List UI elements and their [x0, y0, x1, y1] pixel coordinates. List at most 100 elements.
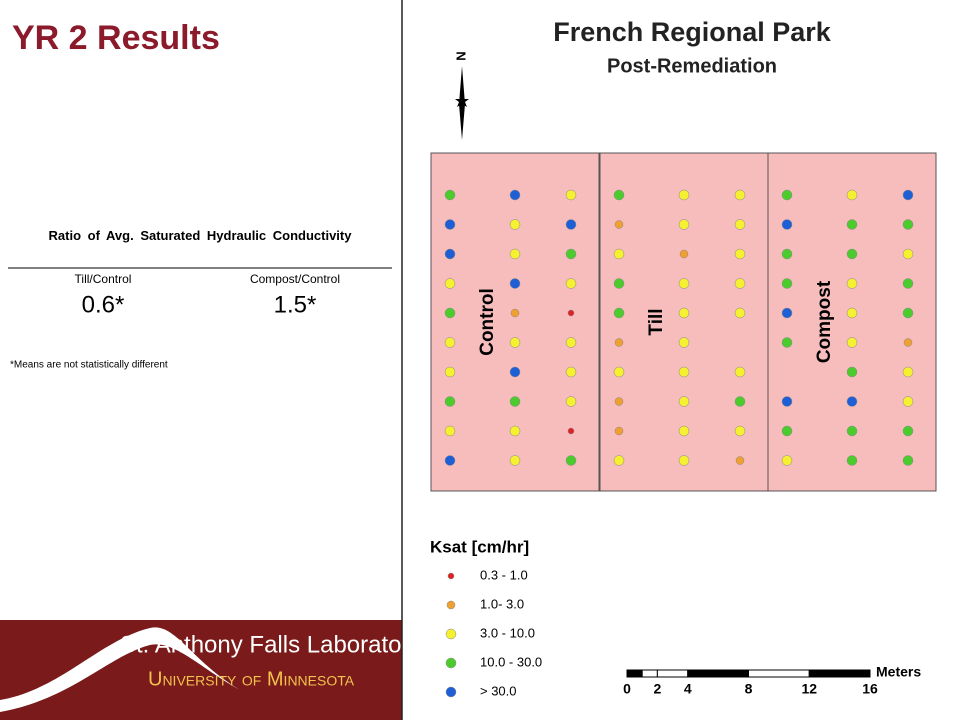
sample-point — [678, 307, 690, 319]
plot-label: Control — [477, 288, 498, 356]
scale-segment — [687, 669, 749, 678]
north-star — [455, 94, 469, 107]
plot — [430, 152, 600, 492]
scale-segment — [748, 669, 810, 678]
legend-swatch — [445, 686, 457, 698]
sample-point — [846, 337, 858, 348]
sample-point — [781, 396, 793, 407]
sample-point — [781, 189, 793, 201]
sample-point — [613, 455, 625, 466]
map-title: French Regional Park — [553, 17, 832, 47]
table-caption-box: Ratio of Avg. Saturated Hydraulic Conduc… — [48, 228, 352, 243]
scale-segment — [641, 669, 658, 678]
sample-point — [444, 455, 456, 466]
table-caption: Ratio of Avg. Saturated Hydraulic Conduc… — [48, 228, 352, 243]
sample-point — [444, 337, 456, 348]
sample-point — [509, 366, 521, 378]
plot — [599, 152, 769, 492]
scale-tick-label: 0 — [623, 681, 631, 697]
scale-tick-label: 8 — [745, 681, 753, 697]
sample-point — [902, 396, 914, 407]
sample-point — [567, 427, 575, 435]
scale-tick-label: 16 — [862, 681, 878, 697]
sample-point — [846, 189, 858, 201]
plot — [767, 152, 937, 492]
north-label: N — [453, 51, 468, 60]
slide-title: YR 2 Results — [12, 19, 220, 57]
sample-point — [846, 248, 858, 260]
sample-point — [613, 278, 625, 289]
sample-point — [565, 366, 577, 378]
table-header: Compost/Control — [250, 272, 340, 286]
sample-point — [565, 337, 577, 348]
sample-point — [734, 248, 746, 260]
table-value: 1.5* — [274, 291, 317, 318]
sample-point — [902, 455, 914, 466]
sample-point — [902, 307, 914, 319]
scale-segment — [808, 669, 871, 678]
table-footnote: *Means are not statistically different — [10, 360, 168, 371]
plot-label: Till — [646, 308, 667, 335]
sample-point — [734, 396, 746, 407]
sample-point — [902, 366, 914, 378]
map-subtitle: Post-Remediation — [607, 55, 777, 77]
logo-line1: St. Anthony Falls Laboratory — [120, 631, 422, 658]
scale-tick-label: 2 — [653, 681, 661, 697]
sample-point — [678, 337, 690, 348]
map-layer: Control Till Compost Ksat [cm/hr] 0.3 - 1.0 1… — [430, 152, 937, 698]
legend-swatch — [447, 572, 455, 580]
sample-point — [565, 189, 577, 201]
sample-point — [565, 248, 577, 260]
sample-point — [678, 189, 690, 201]
sample-point — [444, 219, 456, 230]
scale-unit: Meters — [876, 664, 921, 680]
sample-point — [565, 396, 577, 407]
sample-point — [902, 248, 914, 260]
sample-point — [781, 337, 793, 348]
sample-point — [613, 189, 625, 201]
sample-point — [509, 425, 521, 437]
scale-segment — [656, 669, 689, 678]
logo-swoosh — [0, 627, 240, 712]
sample-point — [846, 425, 858, 437]
sample-point — [781, 307, 793, 319]
table-value: 0.6* — [82, 291, 125, 318]
sample-point — [614, 220, 624, 229]
sample-point — [902, 425, 914, 437]
plot-label: Compost — [814, 280, 835, 363]
sample-point — [509, 219, 521, 230]
legend-label: 0.3 - 1.0 — [480, 567, 528, 582]
sample-point — [846, 396, 858, 407]
sample-point — [734, 189, 746, 201]
scale-tick-label: 4 — [684, 681, 692, 697]
legend-label: > 30.0 — [480, 683, 517, 698]
sample-point — [679, 249, 689, 259]
sample-point — [444, 248, 456, 260]
sample-point — [734, 307, 746, 319]
sample-point — [781, 248, 793, 260]
sample-point — [509, 455, 521, 466]
legend-swatch — [445, 628, 457, 640]
sample-point — [565, 219, 577, 230]
sample-point — [678, 455, 690, 466]
sample-point — [781, 278, 793, 289]
legend-label: 3.0 - 10.0 — [480, 625, 535, 640]
sample-point — [781, 455, 793, 466]
sample-point — [614, 426, 624, 436]
sample-point — [613, 307, 625, 319]
sample-point — [678, 425, 690, 437]
sample-point — [614, 397, 624, 406]
legend-title: Ksat [cm/hr] — [430, 537, 529, 556]
sample-point — [902, 219, 914, 230]
sample-point — [510, 308, 520, 318]
logo-line2: University of Minnesota — [148, 668, 355, 690]
sample-point — [444, 307, 456, 319]
sample-point — [846, 219, 858, 230]
scale-tick-label: 12 — [801, 681, 817, 697]
sample-point — [734, 366, 746, 378]
sample-point — [509, 248, 521, 260]
sample-point — [781, 425, 793, 437]
sample-point — [509, 278, 521, 289]
sample-point — [509, 337, 521, 348]
sample-point — [735, 456, 745, 465]
